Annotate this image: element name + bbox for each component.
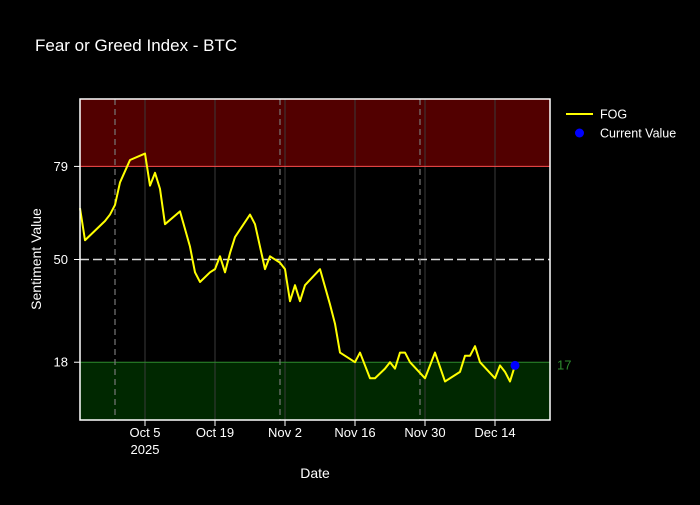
x-tick-label: Nov 30 bbox=[404, 425, 445, 440]
zone-fear bbox=[80, 362, 550, 420]
y-tick-label: 50 bbox=[54, 252, 68, 267]
legend: FOG Current Value bbox=[566, 108, 676, 141]
current-value-marker bbox=[510, 360, 520, 370]
x-tick-label: Oct 19 bbox=[196, 425, 234, 440]
series-line-fog bbox=[79, 152, 516, 383]
legend-label: Current Value bbox=[600, 127, 676, 141]
zone-greed bbox=[80, 99, 550, 167]
chart-title: Fear or Greed Index - BTC bbox=[35, 36, 237, 55]
x-tick-label: Nov 16 bbox=[334, 425, 375, 440]
y-axis-label: Sentiment Value bbox=[28, 208, 44, 310]
x-axis-label: Date bbox=[300, 465, 330, 481]
x-tick-label: Oct 5 bbox=[129, 425, 160, 440]
y-tick-label: 18 bbox=[54, 355, 68, 370]
x-tick-label: Nov 2 bbox=[268, 425, 302, 440]
current-value-label: 17 bbox=[557, 357, 571, 372]
legend-label: FOG bbox=[600, 108, 627, 122]
x-tick-label: Dec 14 bbox=[474, 425, 515, 440]
plot-area: 17 18 50 79 Oct 5 2025 Oct 19 Nov 2 Nov 16 Nov 30… bbox=[54, 98, 571, 457]
x-tick-sublabel: 2025 bbox=[131, 442, 160, 457]
legend-swatch-current-value bbox=[575, 128, 584, 138]
y-tick-label: 79 bbox=[54, 159, 68, 174]
